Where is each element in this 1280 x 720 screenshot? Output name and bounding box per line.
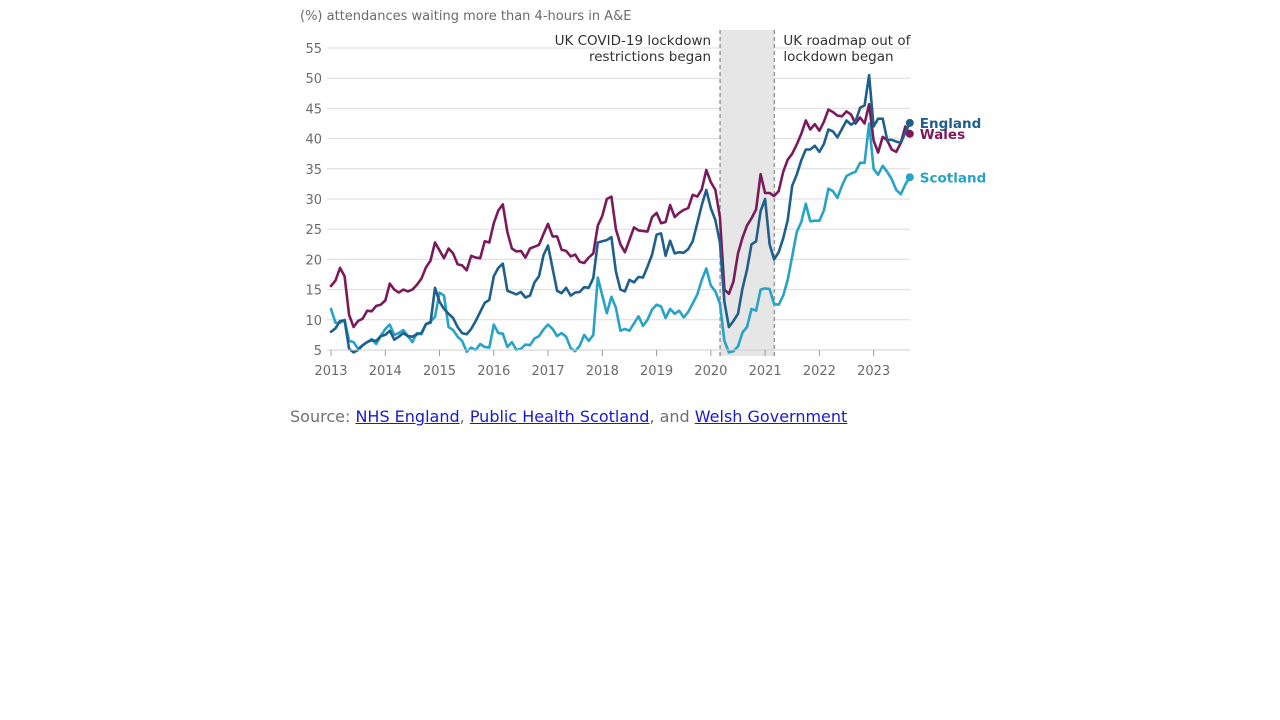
welsh-government-link[interactable]: Welsh Government (694, 407, 848, 426)
source-separator: , and (649, 407, 695, 426)
labels: (%) attendances waiting more than 4-hour… (300, 9, 986, 379)
x-tick-label: 2014 (369, 364, 402, 379)
x-tick-label: 2019 (640, 364, 673, 379)
series-label-england: England (920, 116, 982, 132)
end-dot-scotland (905, 173, 914, 182)
roadmap-annotation: lockdown began (783, 49, 893, 65)
y-tick-label: 45 (305, 102, 322, 117)
y-tick-label: 25 (305, 223, 322, 238)
y-tick-label: 10 (305, 314, 322, 329)
x-tick-label: 2015 (423, 364, 456, 379)
roadmap-annotation: UK roadmap out of (783, 33, 911, 49)
source-note: Source: NHS England, Public Health Scotl… (290, 407, 847, 426)
y-tick-label: 35 (305, 163, 322, 178)
x-tick-label: 2022 (803, 364, 836, 379)
axes (327, 349, 910, 356)
x-tick-label: 2017 (532, 364, 565, 379)
y-tick-label: 50 (305, 72, 322, 87)
series-line-england (329, 73, 912, 354)
y-tick-label: 5 (314, 344, 322, 359)
x-tick-label: 2021 (749, 364, 782, 379)
y-tick-label: 55 (305, 42, 322, 57)
source-prefix: Source: (290, 407, 356, 426)
x-tick-label: 2016 (477, 364, 510, 379)
x-tick-label: 2018 (586, 364, 619, 379)
source-separator: , (459, 407, 470, 426)
gridlines (327, 47, 910, 351)
x-tick-label: 2020 (694, 364, 727, 379)
y-axis-title: (%) attendances waiting more than 4-hour… (300, 9, 631, 24)
series-label-wales: Wales (920, 127, 965, 143)
x-tick-label: 2013 (314, 364, 347, 379)
series-lines (329, 73, 914, 354)
y-tick-label: 15 (305, 284, 322, 299)
public-health-scotland-link[interactable]: Public Health Scotland (469, 407, 650, 426)
end-dot-wales (905, 129, 914, 138)
lockdown-annotation: restrictions began (589, 49, 711, 65)
series-label-scotland: Scotland (920, 170, 986, 186)
end-dot-england (905, 118, 914, 127)
series-line-scotland (329, 122, 912, 354)
nhs-england-link[interactable]: NHS England (355, 407, 460, 426)
lockdown-annotation: UK COVID-19 lockdown (555, 33, 711, 49)
y-tick-label: 40 (305, 133, 322, 148)
x-tick-label: 2023 (857, 364, 890, 379)
y-tick-label: 30 (305, 193, 322, 208)
series-line-wales (329, 102, 912, 329)
chart: (%) attendances waiting more than 4-hour… (300, 9, 986, 379)
y-tick-label: 20 (305, 253, 322, 268)
line-chart: (%) attendances waiting more than 4-hour… (300, 9, 986, 379)
